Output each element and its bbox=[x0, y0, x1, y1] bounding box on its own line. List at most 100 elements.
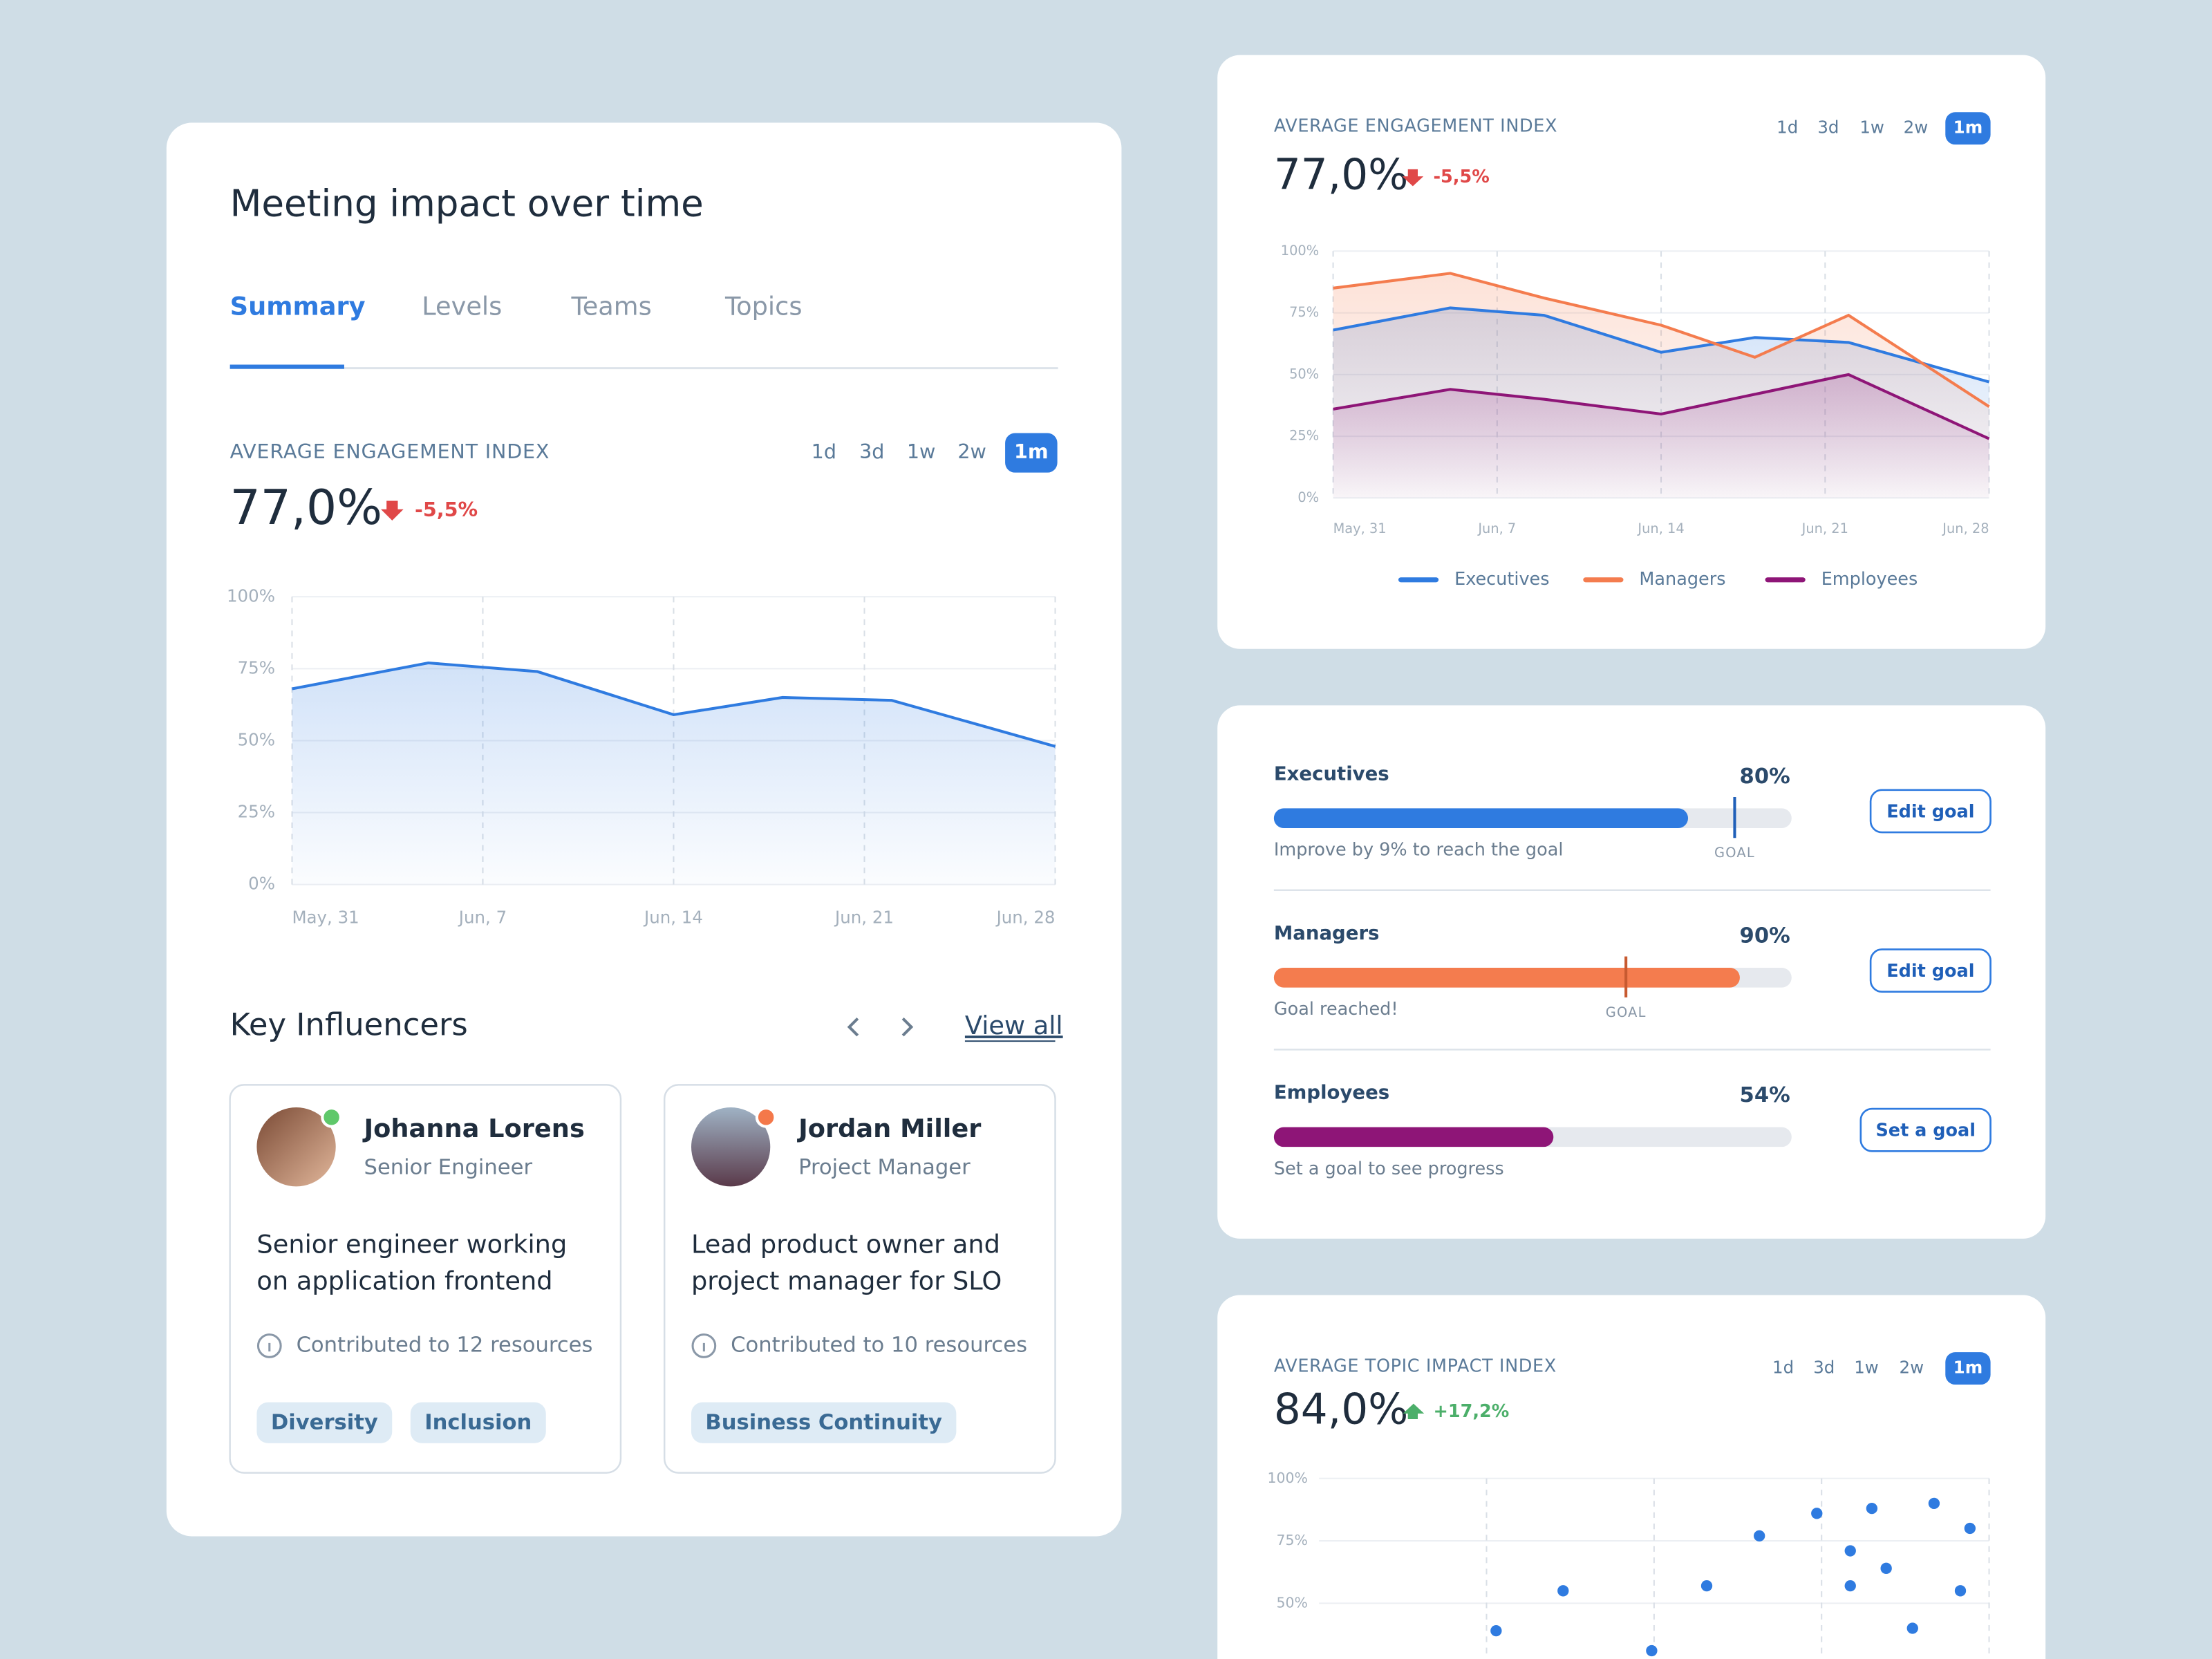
point bbox=[1954, 1585, 1967, 1597]
tab[interactable]: Summary bbox=[230, 291, 366, 321]
range-option[interactable]: 2w bbox=[1904, 118, 1929, 138]
point bbox=[1866, 1502, 1878, 1515]
point bbox=[1906, 1622, 1918, 1634]
progress-bar bbox=[1273, 808, 1689, 828]
range-option[interactable]: 1m bbox=[1953, 118, 1983, 138]
person-description: Lead product owner and bbox=[691, 1230, 1000, 1259]
metric-value: 77,0% bbox=[230, 480, 382, 536]
y-tick-label: 0% bbox=[248, 874, 275, 894]
range-option[interactable]: 3d bbox=[859, 440, 884, 463]
goal-name: Employees bbox=[1274, 1082, 1389, 1104]
tab[interactable]: Levels bbox=[422, 291, 502, 321]
range-option[interactable]: 1m bbox=[1014, 440, 1049, 463]
contributions: Contributed to 10 resources bbox=[731, 1333, 1027, 1357]
goal-button[interactable] bbox=[1869, 948, 1991, 993]
info-icon bbox=[691, 1333, 717, 1358]
goal-button-label[interactable]: Edit goal bbox=[1886, 802, 1974, 823]
y-tick-label: 100% bbox=[227, 585, 275, 606]
x-tick-label: Jun, 7 bbox=[1477, 521, 1516, 536]
x-tick-label: Jun, 7 bbox=[458, 908, 507, 928]
x-tick-label: May, 31 bbox=[292, 908, 359, 928]
metric-change: -5,5% bbox=[1433, 167, 1489, 187]
metric-value: 77,0% bbox=[1274, 151, 1408, 200]
line-chart: 0% 25% 50% 75% 100% May, 31 Jun, 7 Jun, 14 Jun, … bbox=[1281, 243, 1990, 590]
range-option[interactable]: 1d bbox=[1772, 1358, 1794, 1378]
scatter-chart: 50% 75% 100% bbox=[1268, 1470, 1990, 1659]
goal-button[interactable] bbox=[1869, 789, 1991, 834]
metric-change: -5,5% bbox=[415, 498, 478, 521]
goal-button[interactable] bbox=[1859, 1107, 1991, 1152]
info-icon bbox=[256, 1333, 282, 1358]
next-button[interactable] bbox=[901, 1018, 914, 1037]
goal-value: 90% bbox=[1740, 924, 1790, 948]
point bbox=[1811, 1508, 1823, 1519]
goal-value: 80% bbox=[1740, 765, 1790, 789]
person-role: Project Manager bbox=[798, 1155, 971, 1179]
area-chart: 0% 25% 50% 75% 100% May, 31 Jun, 7 Jun, 14 Jun, … bbox=[227, 585, 1056, 928]
person-name: Johanna Lorens bbox=[362, 1114, 585, 1143]
metric-value: 84,0% bbox=[1274, 1385, 1408, 1434]
down-arrow bbox=[1402, 169, 1424, 187]
goals: Executives 80% GOAL Improve by 9% to reach … bbox=[1273, 762, 1991, 1179]
people: Johanna Lorens Senior Engineer Senior engi… bbox=[229, 1084, 1056, 1474]
goal-note: Goal reached! bbox=[1274, 999, 1398, 1020]
range-pill[interactable] bbox=[1945, 1352, 1991, 1385]
tag-label: Diversity bbox=[271, 1411, 378, 1435]
y-tick-label: 100% bbox=[1268, 1470, 1308, 1486]
goal-name: Executives bbox=[1274, 762, 1389, 785]
point bbox=[1880, 1562, 1892, 1574]
tag[interactable] bbox=[691, 1402, 957, 1443]
legend-label: Employees bbox=[1821, 569, 1918, 590]
person-card[interactable] bbox=[664, 1084, 1056, 1474]
point bbox=[1844, 1545, 1856, 1557]
tab[interactable]: Teams bbox=[571, 291, 652, 321]
goal-name: Managers bbox=[1274, 922, 1380, 944]
person-card[interactable] bbox=[229, 1084, 622, 1474]
metric-label: AVERAGE ENGAGEMENT INDEX bbox=[230, 440, 550, 463]
person-description: project manager for SLO bbox=[691, 1266, 1002, 1296]
up-arrow bbox=[1403, 1403, 1425, 1420]
metric-label: AVERAGE TOPIC IMPACT INDEX bbox=[1274, 1356, 1557, 1377]
tabs: Summary Levels Teams Topics bbox=[230, 291, 803, 321]
goal-button-label[interactable]: Edit goal bbox=[1886, 961, 1974, 982]
y-tick-label: 100% bbox=[1281, 243, 1319, 259]
y-tick-label: 75% bbox=[1289, 304, 1319, 320]
range-option[interactable]: 1d bbox=[1777, 118, 1798, 138]
point bbox=[1646, 1644, 1658, 1657]
prev-button[interactable] bbox=[847, 1018, 859, 1037]
range-option[interactable]: 1w bbox=[1854, 1358, 1879, 1378]
range-pill[interactable] bbox=[1005, 433, 1058, 473]
range-option[interactable]: 3d bbox=[1817, 118, 1839, 138]
range-option[interactable]: 1w bbox=[907, 440, 936, 463]
range-option[interactable]: 3d bbox=[1813, 1358, 1835, 1378]
section-title: Key Influencers bbox=[230, 1006, 468, 1043]
range-option[interactable]: 1d bbox=[812, 440, 836, 463]
goal-note: Set a goal to see progress bbox=[1274, 1159, 1504, 1179]
range-option[interactable]: 2w bbox=[957, 440, 986, 463]
goal-value: 54% bbox=[1740, 1083, 1790, 1107]
y-tick-label: 50% bbox=[1289, 366, 1319, 382]
tag-label: Inclusion bbox=[424, 1411, 532, 1435]
card bbox=[1217, 1295, 2046, 1659]
x-tick-label: Jun, 14 bbox=[643, 908, 703, 928]
view-all-link[interactable]: View all bbox=[965, 1011, 1063, 1040]
x-tick-label: May, 31 bbox=[1333, 521, 1387, 536]
range-option[interactable]: 1w bbox=[1859, 118, 1884, 138]
y-tick-label: 50% bbox=[1277, 1594, 1308, 1611]
y-tick-label: 25% bbox=[238, 802, 275, 822]
range-option[interactable]: 2w bbox=[1900, 1358, 1924, 1378]
tag[interactable] bbox=[256, 1402, 393, 1443]
x-tick-label: Jun, 21 bbox=[834, 908, 894, 928]
tag-label: Business Continuity bbox=[705, 1411, 942, 1435]
legend-label: Managers bbox=[1639, 569, 1725, 590]
tab[interactable]: Topics bbox=[724, 291, 802, 321]
tag[interactable] bbox=[410, 1402, 546, 1443]
range-pill[interactable] bbox=[1945, 112, 1991, 145]
progress-bar bbox=[1273, 968, 1740, 988]
goal-button-label[interactable]: Set a goal bbox=[1875, 1121, 1976, 1141]
range-option[interactable]: 1m bbox=[1953, 1358, 1983, 1378]
range-selectors: 1d 3d 1w 2w 1m 1d 3d 1w 2w 1m 1d 3d 1w 2w 1m bbox=[812, 112, 1991, 1385]
y-tick-label: 75% bbox=[238, 657, 275, 677]
status-dot bbox=[755, 1107, 777, 1128]
